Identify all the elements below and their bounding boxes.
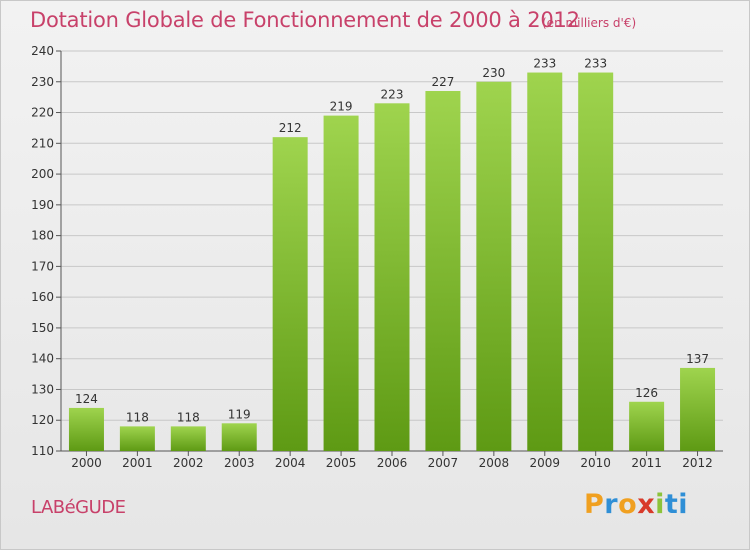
- bars: [68, 72, 716, 452]
- bar: [578, 72, 614, 452]
- x-tick-label: 2001: [122, 456, 153, 470]
- data-label: 137: [686, 352, 709, 366]
- x-tick-label: 2004: [275, 456, 306, 470]
- data-label: 230: [482, 66, 505, 80]
- x-tick-label: 2000: [71, 456, 102, 470]
- y-tick-label: 140: [31, 352, 54, 366]
- data-label: 118: [126, 410, 149, 424]
- bar: [527, 72, 563, 452]
- bar: [119, 426, 155, 451]
- data-label: 227: [431, 75, 454, 89]
- y-tick-label: 110: [31, 444, 54, 458]
- y-tick-label: 210: [31, 136, 54, 150]
- bar: [425, 91, 461, 451]
- x-tick-label: 2011: [631, 456, 662, 470]
- y-tick-label: 230: [31, 75, 54, 89]
- bar: [272, 137, 308, 451]
- data-label: 118: [177, 410, 200, 424]
- data-labels: 124 118 118 119 212 219 223 227 230 233 233 126 137: [75, 57, 709, 425]
- logo-letter: P: [584, 489, 605, 520]
- data-label: 233: [533, 57, 556, 71]
- y-tick-label: 240: [31, 44, 54, 58]
- y-tick-label: 170: [31, 259, 54, 273]
- bar: [170, 426, 206, 451]
- y-tick-label: 180: [31, 229, 54, 243]
- bar: [323, 115, 359, 451]
- chart-subtitle: (en milliers d'€): [542, 16, 637, 30]
- data-label: 223: [381, 87, 404, 101]
- place-name: LABéGUDE: [31, 497, 126, 518]
- bar: [68, 407, 104, 451]
- logo-letter: i: [655, 489, 665, 520]
- logo-letter: ti: [664, 489, 689, 520]
- chart-title: Dotation Globale de Fonctionnement de 20…: [30, 8, 580, 32]
- x-tick-label: 2012: [682, 456, 713, 470]
- data-label: 212: [279, 121, 302, 135]
- y-tick-label: 160: [31, 290, 54, 304]
- proxiti-logo: Proxiti: [584, 489, 688, 520]
- logo-letter: o: [618, 489, 638, 520]
- logo-letter: x: [637, 489, 656, 520]
- bar: [680, 367, 716, 451]
- logo-letter: r: [604, 489, 619, 520]
- y-tick-label: 200: [31, 167, 54, 181]
- y-tick-label: 120: [31, 413, 54, 427]
- data-label: 219: [330, 100, 353, 114]
- x-tick-label: 2008: [479, 456, 510, 470]
- bar: [221, 423, 257, 451]
- y-tick-label: 220: [31, 106, 54, 120]
- bar: [476, 81, 512, 452]
- data-label: 119: [228, 407, 251, 421]
- x-tick-label: 2006: [377, 456, 408, 470]
- bar: [629, 401, 665, 451]
- y-tick-label: 130: [31, 382, 54, 396]
- data-label: 124: [75, 392, 98, 406]
- x-tick-label: 2002: [173, 456, 204, 470]
- y-tick-label: 150: [31, 321, 54, 335]
- data-label: 126: [635, 386, 658, 400]
- x-tick-label: 2005: [326, 456, 357, 470]
- y-tick-label: 190: [31, 198, 54, 212]
- x-tick-label: 2003: [224, 456, 255, 470]
- bar: [374, 103, 410, 452]
- x-tick-label: 2007: [428, 456, 459, 470]
- axes: 110 120 130 140 150 160 170 180 190 200 210 220 230 2…: [31, 44, 723, 470]
- x-tick-label: 2009: [529, 456, 560, 470]
- x-tick-label: 2010: [580, 456, 611, 470]
- data-label: 233: [584, 57, 607, 71]
